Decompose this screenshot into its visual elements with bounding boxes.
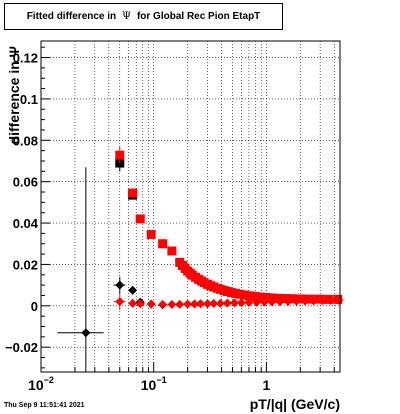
data-point — [115, 280, 125, 290]
x-tick-label: 10−2 — [28, 375, 54, 393]
data-point — [309, 296, 319, 306]
axis-ticks — [40, 46, 335, 372]
data-point — [202, 299, 212, 309]
data-point — [267, 297, 277, 307]
data-point — [175, 299, 185, 309]
data-point — [259, 297, 269, 307]
data-point — [275, 297, 285, 307]
series-3 — [113, 293, 344, 310]
y-tick-label: 0.1 — [20, 92, 38, 107]
data-point — [183, 299, 193, 309]
data-point — [300, 296, 310, 306]
y-tick-label: 0.02 — [13, 257, 38, 272]
data-point — [146, 229, 156, 239]
data-point — [209, 299, 219, 309]
timestamp: Thu Sep 9 11:51:41 2021 — [4, 402, 85, 409]
chart-title: Fitted difference in Ψ for Global Rec Pi… — [4, 3, 283, 30]
data-point — [158, 239, 168, 249]
y-tick-label: −0.02 — [5, 340, 38, 355]
data-point — [235, 289, 245, 299]
data-point — [244, 297, 254, 307]
data-point — [229, 298, 239, 308]
data-point — [128, 285, 138, 295]
data-point — [261, 293, 271, 303]
data-point — [305, 294, 315, 304]
data-point — [273, 293, 283, 303]
data-point — [297, 294, 307, 304]
data-point — [252, 297, 262, 307]
y-tick-label: 0.08 — [13, 133, 38, 148]
data-point — [250, 291, 260, 301]
y-axis-label: difference in Ψ — [6, 46, 22, 144]
data-point — [281, 294, 291, 304]
title-prefix: Fitted difference in — [26, 11, 117, 22]
data-point — [317, 296, 327, 306]
data-point — [135, 299, 145, 309]
data-point — [195, 299, 205, 309]
data-point — [291, 296, 301, 306]
data-point — [240, 290, 250, 300]
data-point — [326, 295, 336, 305]
plot-area — [41, 41, 340, 372]
data-point — [288, 294, 298, 304]
x-axis-label: pT/|q| (GeV/c) — [250, 396, 340, 412]
data-point — [222, 298, 232, 308]
data-point — [236, 298, 246, 308]
title-psi-symbol: Ψ — [122, 11, 131, 22]
data-point — [167, 246, 177, 256]
data-point — [189, 299, 199, 309]
data-point — [167, 300, 177, 310]
data-point — [283, 296, 293, 306]
data-point — [128, 298, 138, 308]
x-tick-label: 10−1 — [141, 375, 167, 393]
data-point — [158, 300, 168, 310]
y-tick-label: 0.04 — [13, 216, 39, 231]
title-suffix: for Global Rec Pion EtapT — [136, 11, 261, 22]
data-point — [115, 150, 125, 160]
y-tick-label: 0.06 — [13, 175, 38, 190]
data-point — [135, 214, 145, 224]
data-point — [146, 299, 156, 309]
data-point — [215, 298, 225, 308]
data-point — [128, 188, 138, 198]
x-tick-label: 1 — [262, 377, 270, 393]
data-point — [334, 295, 344, 305]
data-point — [81, 328, 91, 338]
data-point — [115, 297, 125, 307]
data-point — [255, 292, 265, 302]
data-point — [245, 291, 255, 301]
y-tick-label: 0.12 — [13, 51, 38, 66]
y-tick-label: 0 — [31, 299, 38, 314]
grid — [40, 41, 340, 372]
plot-frame — [40, 40, 341, 373]
